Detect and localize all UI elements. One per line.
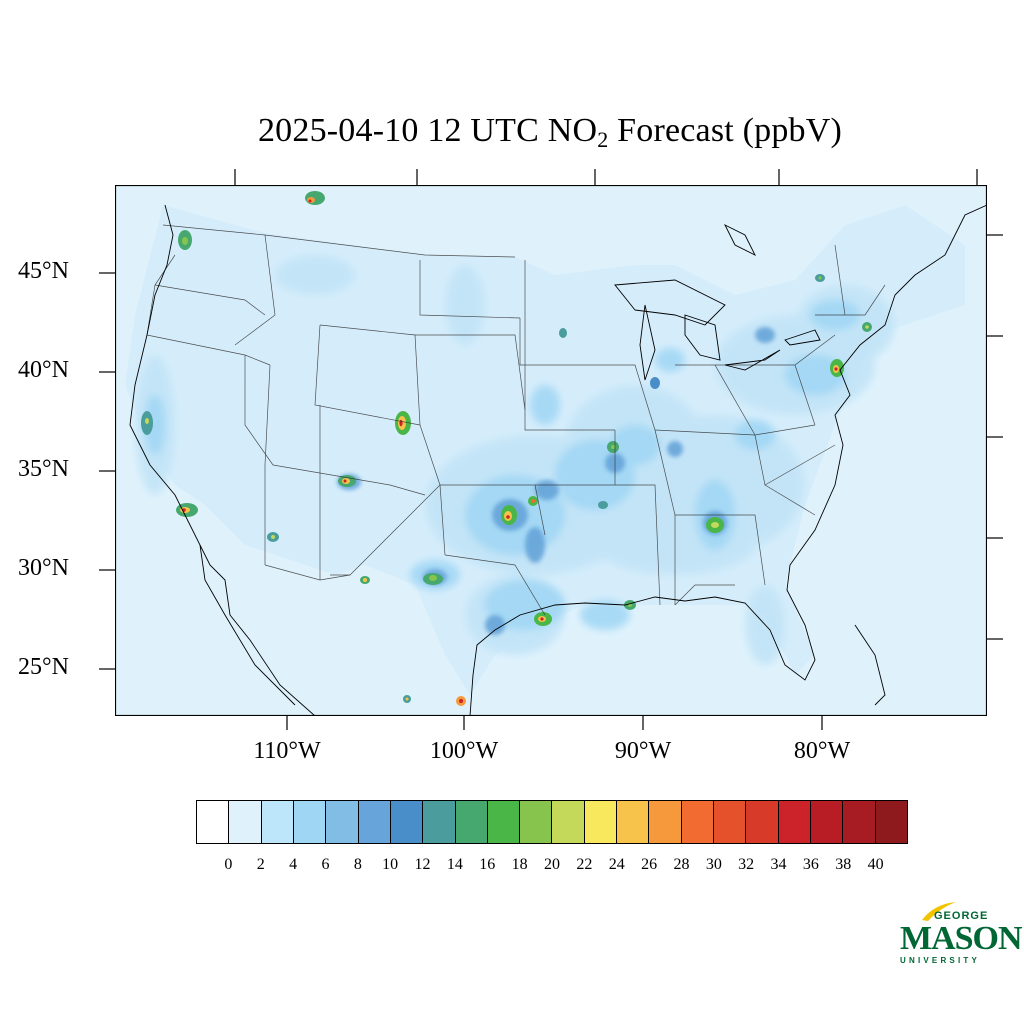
lon-label-80w: 80°W (793, 738, 851, 764)
colorbar-tick-label: 38 (835, 856, 852, 873)
lat-label-45: 45°N (18, 258, 69, 284)
colorbar-tick-label: 20 (544, 856, 560, 873)
colorbar-cell (681, 801, 714, 843)
colorbar-cell (197, 801, 230, 843)
hotspot-monterrey (456, 696, 466, 706)
colorbar-cell (261, 801, 294, 843)
hotspot-memphis (598, 501, 608, 509)
colorbar-cell (455, 801, 488, 843)
colorbar-tick-label: 8 (353, 856, 362, 873)
colorbar-tick-label: 16 (479, 856, 496, 873)
logo-swoosh-icon (922, 902, 956, 921)
lat-label-40: 40°N (18, 357, 69, 383)
hotspot-oklahoma (528, 496, 538, 506)
colorbar-tick-label: 34 (770, 856, 787, 873)
logo-line-mason: MASON (900, 920, 1023, 957)
coastlines (129, 204, 987, 716)
hotspot-boston (862, 322, 872, 332)
no2-forecast-map (115, 185, 987, 716)
colorbar-cell (326, 801, 359, 843)
colorbar-cell (229, 801, 262, 843)
colorbar-cell (584, 801, 618, 843)
colorbar-cell (520, 801, 553, 843)
hotspot-denver (395, 411, 411, 435)
colorbar-cell (552, 801, 585, 843)
hotspot-san-antonio (423, 573, 443, 585)
colorbar-tick-label: 36 (802, 856, 819, 873)
colorbar-tick-label: 22 (576, 856, 593, 873)
hotspot-dallas (501, 505, 517, 525)
hotspot-los-angeles (176, 503, 198, 517)
colorbar-cell (358, 801, 391, 843)
colorbar (196, 800, 908, 844)
colorbar-tick-label: 0 (224, 856, 233, 873)
hotspot-minneapolis (559, 328, 567, 338)
colorbar-cell (617, 801, 650, 843)
colorbar-tick-label: 4 (289, 856, 298, 873)
lon-label-110w: 110°W (253, 738, 321, 764)
colorbar-cell (875, 801, 907, 843)
colorbar-tick-label: 32 (738, 856, 755, 873)
colorbar-cell (746, 801, 779, 843)
colorbar-cell (293, 801, 327, 843)
lat-label-30: 30°N (18, 555, 69, 581)
hotspot-san-francisco (141, 411, 153, 435)
hotspot-calgary (305, 191, 325, 205)
logo-line-george: GEORGE (934, 910, 989, 922)
colorbar-tick-label: 40 (867, 856, 884, 873)
colorbar-cell (390, 801, 424, 843)
hotspot-albuquerque (338, 475, 356, 487)
colorbar-cell (843, 801, 876, 843)
colorbar-cell (487, 801, 521, 843)
lon-label-90w: 90°W (614, 738, 672, 764)
colorbar-tick-label: 28 (673, 856, 690, 873)
colorbar-tick-label: 14 (446, 856, 463, 873)
colorbar-tick-label: 18 (511, 856, 528, 873)
colorbar-tick-label: 24 (608, 856, 625, 873)
colorbar-cell (714, 801, 747, 843)
george-mason-logo: GEORGE MASON UNIVERSITY (898, 900, 1023, 972)
logo-line-university: UNIVERSITY (900, 956, 981, 965)
boundary-lines (146, 224, 886, 616)
colorbar-tick-label: 6 (321, 856, 330, 873)
hotspot-montreal (815, 274, 825, 282)
hotspot-st-louis (607, 441, 619, 453)
hotspot-mexico-north (403, 695, 411, 703)
hotspot-atlanta (706, 517, 724, 533)
colorbar-tick-label: 2 (256, 856, 265, 873)
hotspot-chicago (650, 377, 660, 389)
colorbar-tick-label: 10 (382, 856, 399, 873)
colorbar-cell (649, 801, 682, 843)
lat-label-35: 35°N (18, 456, 69, 482)
colorbar-cell (423, 801, 456, 843)
colorbar-tick-label: 30 (705, 856, 722, 873)
colorbar-cell (778, 801, 811, 843)
colorbar-tick-label: 12 (414, 856, 431, 873)
hotspot-seattle (178, 230, 192, 250)
hotspot-new-york (830, 359, 844, 377)
hotspot-houston (534, 612, 552, 626)
lon-label-100w: 100°W (429, 738, 499, 764)
colorbar-cell (810, 801, 844, 843)
lat-label-25: 25°N (18, 654, 69, 680)
colorbar-tick-label: 26 (641, 856, 658, 873)
map-frame (115, 185, 987, 716)
hotspot-el-paso (360, 576, 370, 584)
hotspot-phoenix (267, 532, 279, 542)
no2-hotspots (141, 191, 872, 706)
map-title: 2025-04-10 12 UTC NO2 Forecast (ppbV) (257, 112, 843, 152)
